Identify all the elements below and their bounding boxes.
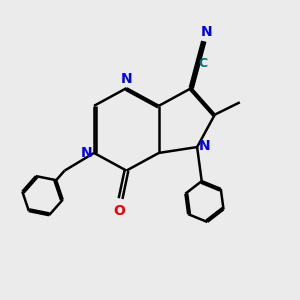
- Text: N: N: [199, 139, 210, 153]
- Text: N: N: [121, 72, 132, 86]
- Text: N: N: [201, 25, 213, 39]
- Text: C: C: [198, 58, 208, 70]
- Text: N: N: [81, 146, 93, 160]
- Text: O: O: [113, 204, 125, 218]
